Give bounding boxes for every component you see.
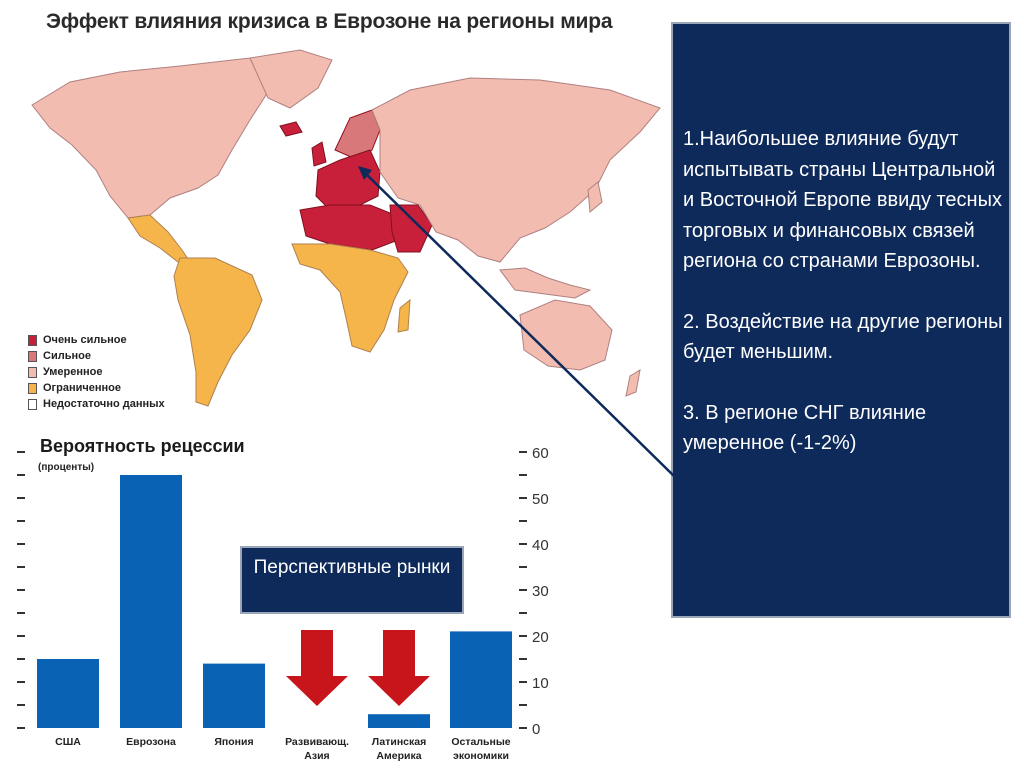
x-tick-label: Развивающ. <box>285 736 349 748</box>
x-tick-label: Еврозона <box>126 736 176 748</box>
legend-swatch <box>28 398 37 410</box>
legend-swatch <box>28 382 37 394</box>
legend-item: Сильное <box>28 348 165 364</box>
info-point-1: 1.Наибольшее влияние будут испытывать ст… <box>683 128 1002 272</box>
legend-label: Недостаточно данных <box>43 398 165 410</box>
legend-swatch <box>28 350 37 362</box>
y-tick-label: 30 <box>532 583 549 600</box>
info-panel: 1.Наибольшее влияние будут испытывать ст… <box>671 22 1011 618</box>
y-tick-label: 20 <box>532 629 549 646</box>
legend-item: Очень сильное <box>28 332 165 348</box>
chart-unit-label: (проценты) <box>38 462 95 473</box>
map-title: Эффект влияния кризиса в Еврозоне на рег… <box>46 10 613 33</box>
y-tick-label: 50 <box>532 491 549 508</box>
legend-label: Очень сильное <box>43 334 127 346</box>
x-tick-label: США <box>55 736 81 748</box>
legend-swatch <box>28 366 37 378</box>
x-tick-label: Остальные <box>451 736 510 748</box>
y-tick-label: 40 <box>532 537 549 554</box>
highlight-down-arrow-icon <box>286 630 348 706</box>
map-region-central-america <box>127 214 191 263</box>
map-region-iceland <box>279 121 303 137</box>
x-tick-label: Латинская <box>372 736 426 748</box>
map-region-scandinavia <box>334 109 381 161</box>
map-region-uk <box>311 141 327 167</box>
map-region-greenland <box>249 49 333 109</box>
legend-label: Сильное <box>43 350 91 362</box>
map-region-north-america <box>31 57 291 219</box>
map-region-south-america <box>173 257 263 407</box>
map-region-australia <box>519 299 613 371</box>
map-region-madagascar <box>397 298 411 333</box>
chart-title: Вероятность рецессии <box>40 436 245 456</box>
map-region-north-africa <box>299 204 399 251</box>
info-point-2: 2. Воздействие на другие регионы будет м… <box>683 310 1003 364</box>
x-tick-label: Америка <box>376 750 421 762</box>
x-tick-label: Япония <box>214 736 253 748</box>
legend-item: Недостаточно данных <box>28 396 165 412</box>
legend-label: Ограниченное <box>43 382 122 394</box>
y-tick-label: 0 <box>532 721 540 738</box>
info-point-3: 3. В регионе СНГ влияние умеренное (-1-2… <box>683 401 927 455</box>
info-text: 1.Наибольшее влияние будут испытывать ст… <box>683 124 1003 489</box>
map-region-africa <box>291 243 409 353</box>
bar <box>120 475 182 728</box>
legend-swatch <box>28 334 37 346</box>
legend-label: Умеренное <box>43 366 103 378</box>
y-tick-label: 10 <box>532 675 549 692</box>
map-region-se-asia <box>499 267 592 299</box>
legend-item: Умеренное <box>28 364 165 380</box>
x-tick-label: Азия <box>304 750 329 762</box>
bar <box>203 663 265 728</box>
y-tick-label: 60 <box>532 445 549 462</box>
map-region-new-zealand <box>625 369 641 397</box>
legend-item: Ограниченное <box>28 380 165 396</box>
perspective-markets-callout: Перспективные рынки <box>240 546 464 614</box>
bar <box>450 631 512 728</box>
bar <box>368 714 430 728</box>
map-legend: Очень сильное Сильное Умеренное Ограниче… <box>28 332 165 412</box>
x-tick-label: экономики <box>453 750 509 762</box>
highlight-down-arrow-icon <box>368 630 430 706</box>
bar <box>37 659 99 728</box>
